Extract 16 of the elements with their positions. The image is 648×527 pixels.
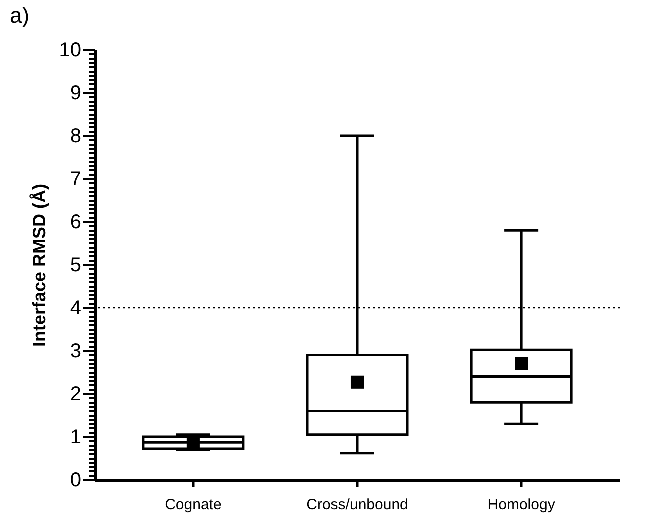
- y-tick-label: 6: [70, 212, 82, 234]
- y-tick-label: 10: [59, 40, 82, 62]
- chart-title: a): [10, 3, 30, 28]
- x-tick-label: Cognate: [165, 496, 222, 514]
- y-tick-label: 7: [70, 168, 82, 190]
- y-tick-label: 2: [70, 384, 82, 406]
- y-tick-label: 9: [70, 82, 82, 104]
- y-tick-label: 1: [70, 426, 82, 448]
- x-tick-label: Homology: [488, 496, 556, 514]
- y-tick-label: 3: [70, 340, 82, 362]
- y-tick-label: 0: [70, 470, 82, 492]
- x-tick-label: Cross/unbound: [306, 496, 408, 514]
- y-tick-label: 4: [70, 298, 82, 320]
- y-tick-label: 5: [70, 254, 82, 276]
- y-axis-title: Interface RMSD (Å): [29, 184, 50, 348]
- y-tick-label: 8: [70, 126, 82, 148]
